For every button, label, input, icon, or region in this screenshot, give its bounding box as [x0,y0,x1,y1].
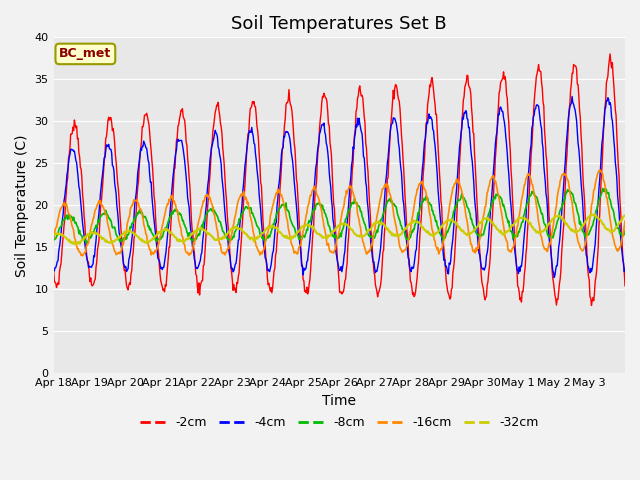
Title: Soil Temperatures Set B: Soil Temperatures Set B [232,15,447,33]
X-axis label: Time: Time [323,394,356,408]
Text: BC_met: BC_met [60,48,111,60]
Y-axis label: Soil Temperature (C): Soil Temperature (C) [15,134,29,276]
Legend: -2cm, -4cm, -8cm, -16cm, -32cm: -2cm, -4cm, -8cm, -16cm, -32cm [135,411,543,434]
